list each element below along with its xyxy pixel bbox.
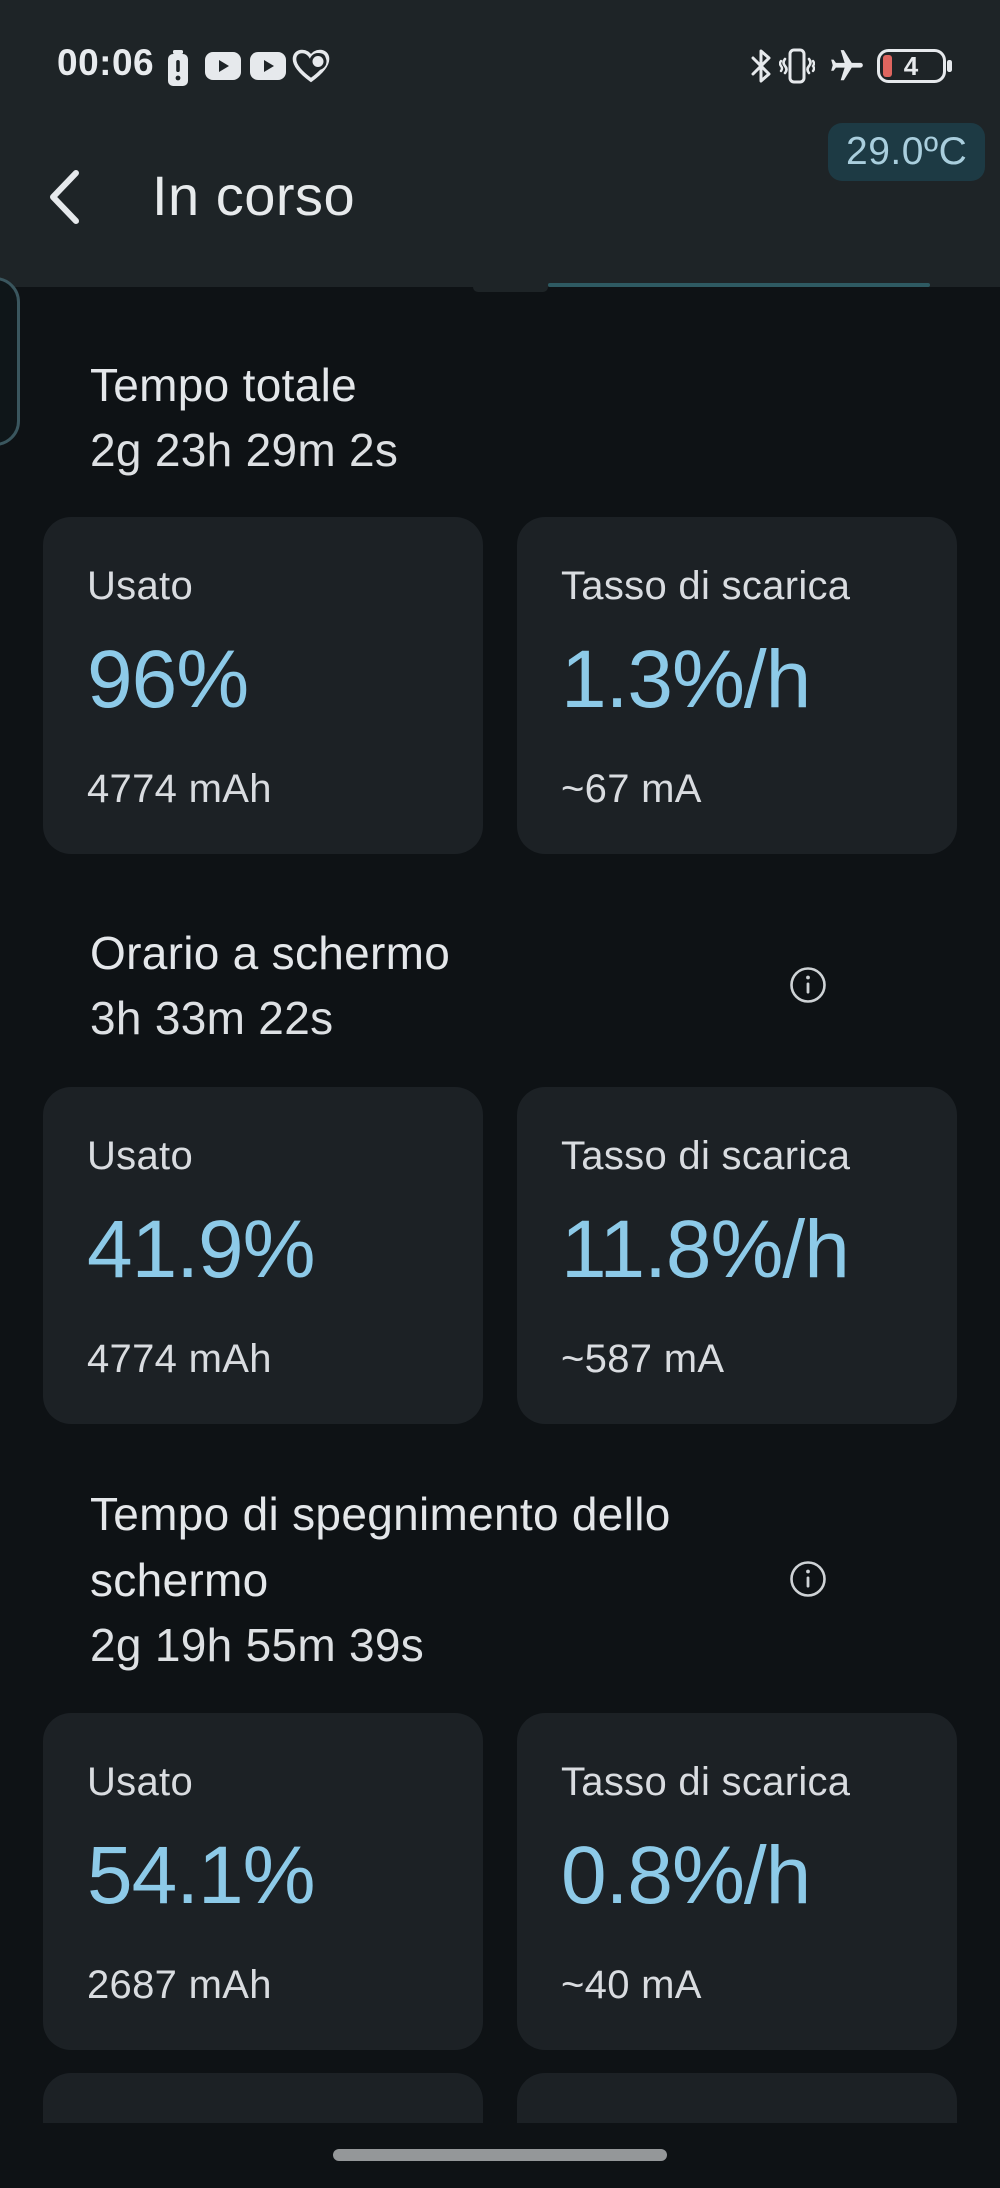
total-time-cards: Usato 96% 4774 mAh Tasso di scarica 1.3%… xyxy=(43,517,957,854)
card-label: Usato xyxy=(87,1134,193,1178)
back-button[interactable] xyxy=(46,168,82,226)
card-sub-value: 4774 mAh xyxy=(87,767,272,811)
section-duration: 3h 33m 22s xyxy=(90,992,334,1044)
card-label: Tasso di scarica xyxy=(561,1134,851,1178)
card-sub-value: 2687 mAh xyxy=(87,1963,272,2007)
battery-status-icon: 4 xyxy=(877,49,953,83)
card-partial xyxy=(517,2073,957,2123)
status-bar-clock: 00:06 xyxy=(57,42,155,83)
airplane-mode-icon xyxy=(826,47,868,85)
card-label: Tasso di scarica xyxy=(561,1760,851,1804)
info-icon[interactable] xyxy=(789,1560,827,1598)
card-partial xyxy=(43,2073,483,2123)
discharge-rate-card: Tasso di scarica 1.3%/h ~67 mA xyxy=(517,517,957,854)
battery-alert-icon xyxy=(166,50,190,86)
app-bar-notch xyxy=(473,287,548,292)
used-card: Usato 96% 4774 mAh xyxy=(43,517,483,854)
info-icon[interactable] xyxy=(789,966,827,1004)
card-value: 0.8%/h xyxy=(561,1830,811,1921)
section-duration: 2g 23h 29m 2s xyxy=(90,424,399,476)
home-indicator[interactable] xyxy=(333,2149,667,2161)
section-title: Tempo di spegnimento dello schermo xyxy=(90,1488,671,1606)
youtube-icon-2 xyxy=(250,52,286,80)
heart-icon xyxy=(291,49,331,85)
card-value: 1.3%/h xyxy=(561,634,811,725)
page-title: In corso xyxy=(152,164,356,227)
section-screen-off-time: Tempo di spegnimento dello schermo 2g 19… xyxy=(90,1481,910,1677)
card-value: 11.8%/h xyxy=(561,1204,850,1295)
section-total-time: Tempo totale 2g 23h 29m 2s xyxy=(90,352,910,482)
section-duration: 2g 19h 55m 39s xyxy=(90,1619,425,1671)
discharge-rate-card: Tasso di scarica 0.8%/h ~40 mA xyxy=(517,1713,957,2050)
section-title: Tempo totale xyxy=(90,359,357,411)
scrolled-card-teal-edge xyxy=(548,283,930,287)
carousel-card-partial-left xyxy=(0,277,20,446)
discharge-rate-card: Tasso di scarica 11.8%/h ~587 mA xyxy=(517,1087,957,1424)
bluetooth-icon xyxy=(750,48,772,84)
battery-temperature-badge[interactable]: 29.0ºC xyxy=(828,123,986,181)
screen-on-cards: Usato 41.9% 4774 mAh Tasso di scarica 11… xyxy=(43,1087,957,1424)
card-label: Usato xyxy=(87,1760,193,1804)
next-cards-partial xyxy=(43,2073,957,2123)
youtube-icon xyxy=(205,52,241,80)
card-value: 96% xyxy=(87,634,249,725)
card-sub-value: 4774 mAh xyxy=(87,1337,272,1381)
section-screen-on-time: Orario a schermo 3h 33m 22s xyxy=(90,920,910,1050)
card-value: 54.1% xyxy=(87,1830,316,1921)
screen-off-cards: Usato 54.1% 2687 mAh Tasso di scarica 0.… xyxy=(43,1713,957,2050)
used-card: Usato 54.1% 2687 mAh xyxy=(43,1713,483,2050)
card-sub-value: ~67 mA xyxy=(561,767,702,811)
card-sub-value: ~587 mA xyxy=(561,1337,725,1381)
card-label: Usato xyxy=(87,564,193,608)
card-label: Tasso di scarica xyxy=(561,564,851,608)
card-value: 41.9% xyxy=(87,1204,316,1295)
section-title: Orario a schermo xyxy=(90,927,451,979)
vibrate-icon xyxy=(779,48,815,84)
battery-level-text: 4 xyxy=(904,51,919,81)
used-card: Usato 41.9% 4774 mAh xyxy=(43,1087,483,1424)
card-sub-value: ~40 mA xyxy=(561,1963,702,2007)
